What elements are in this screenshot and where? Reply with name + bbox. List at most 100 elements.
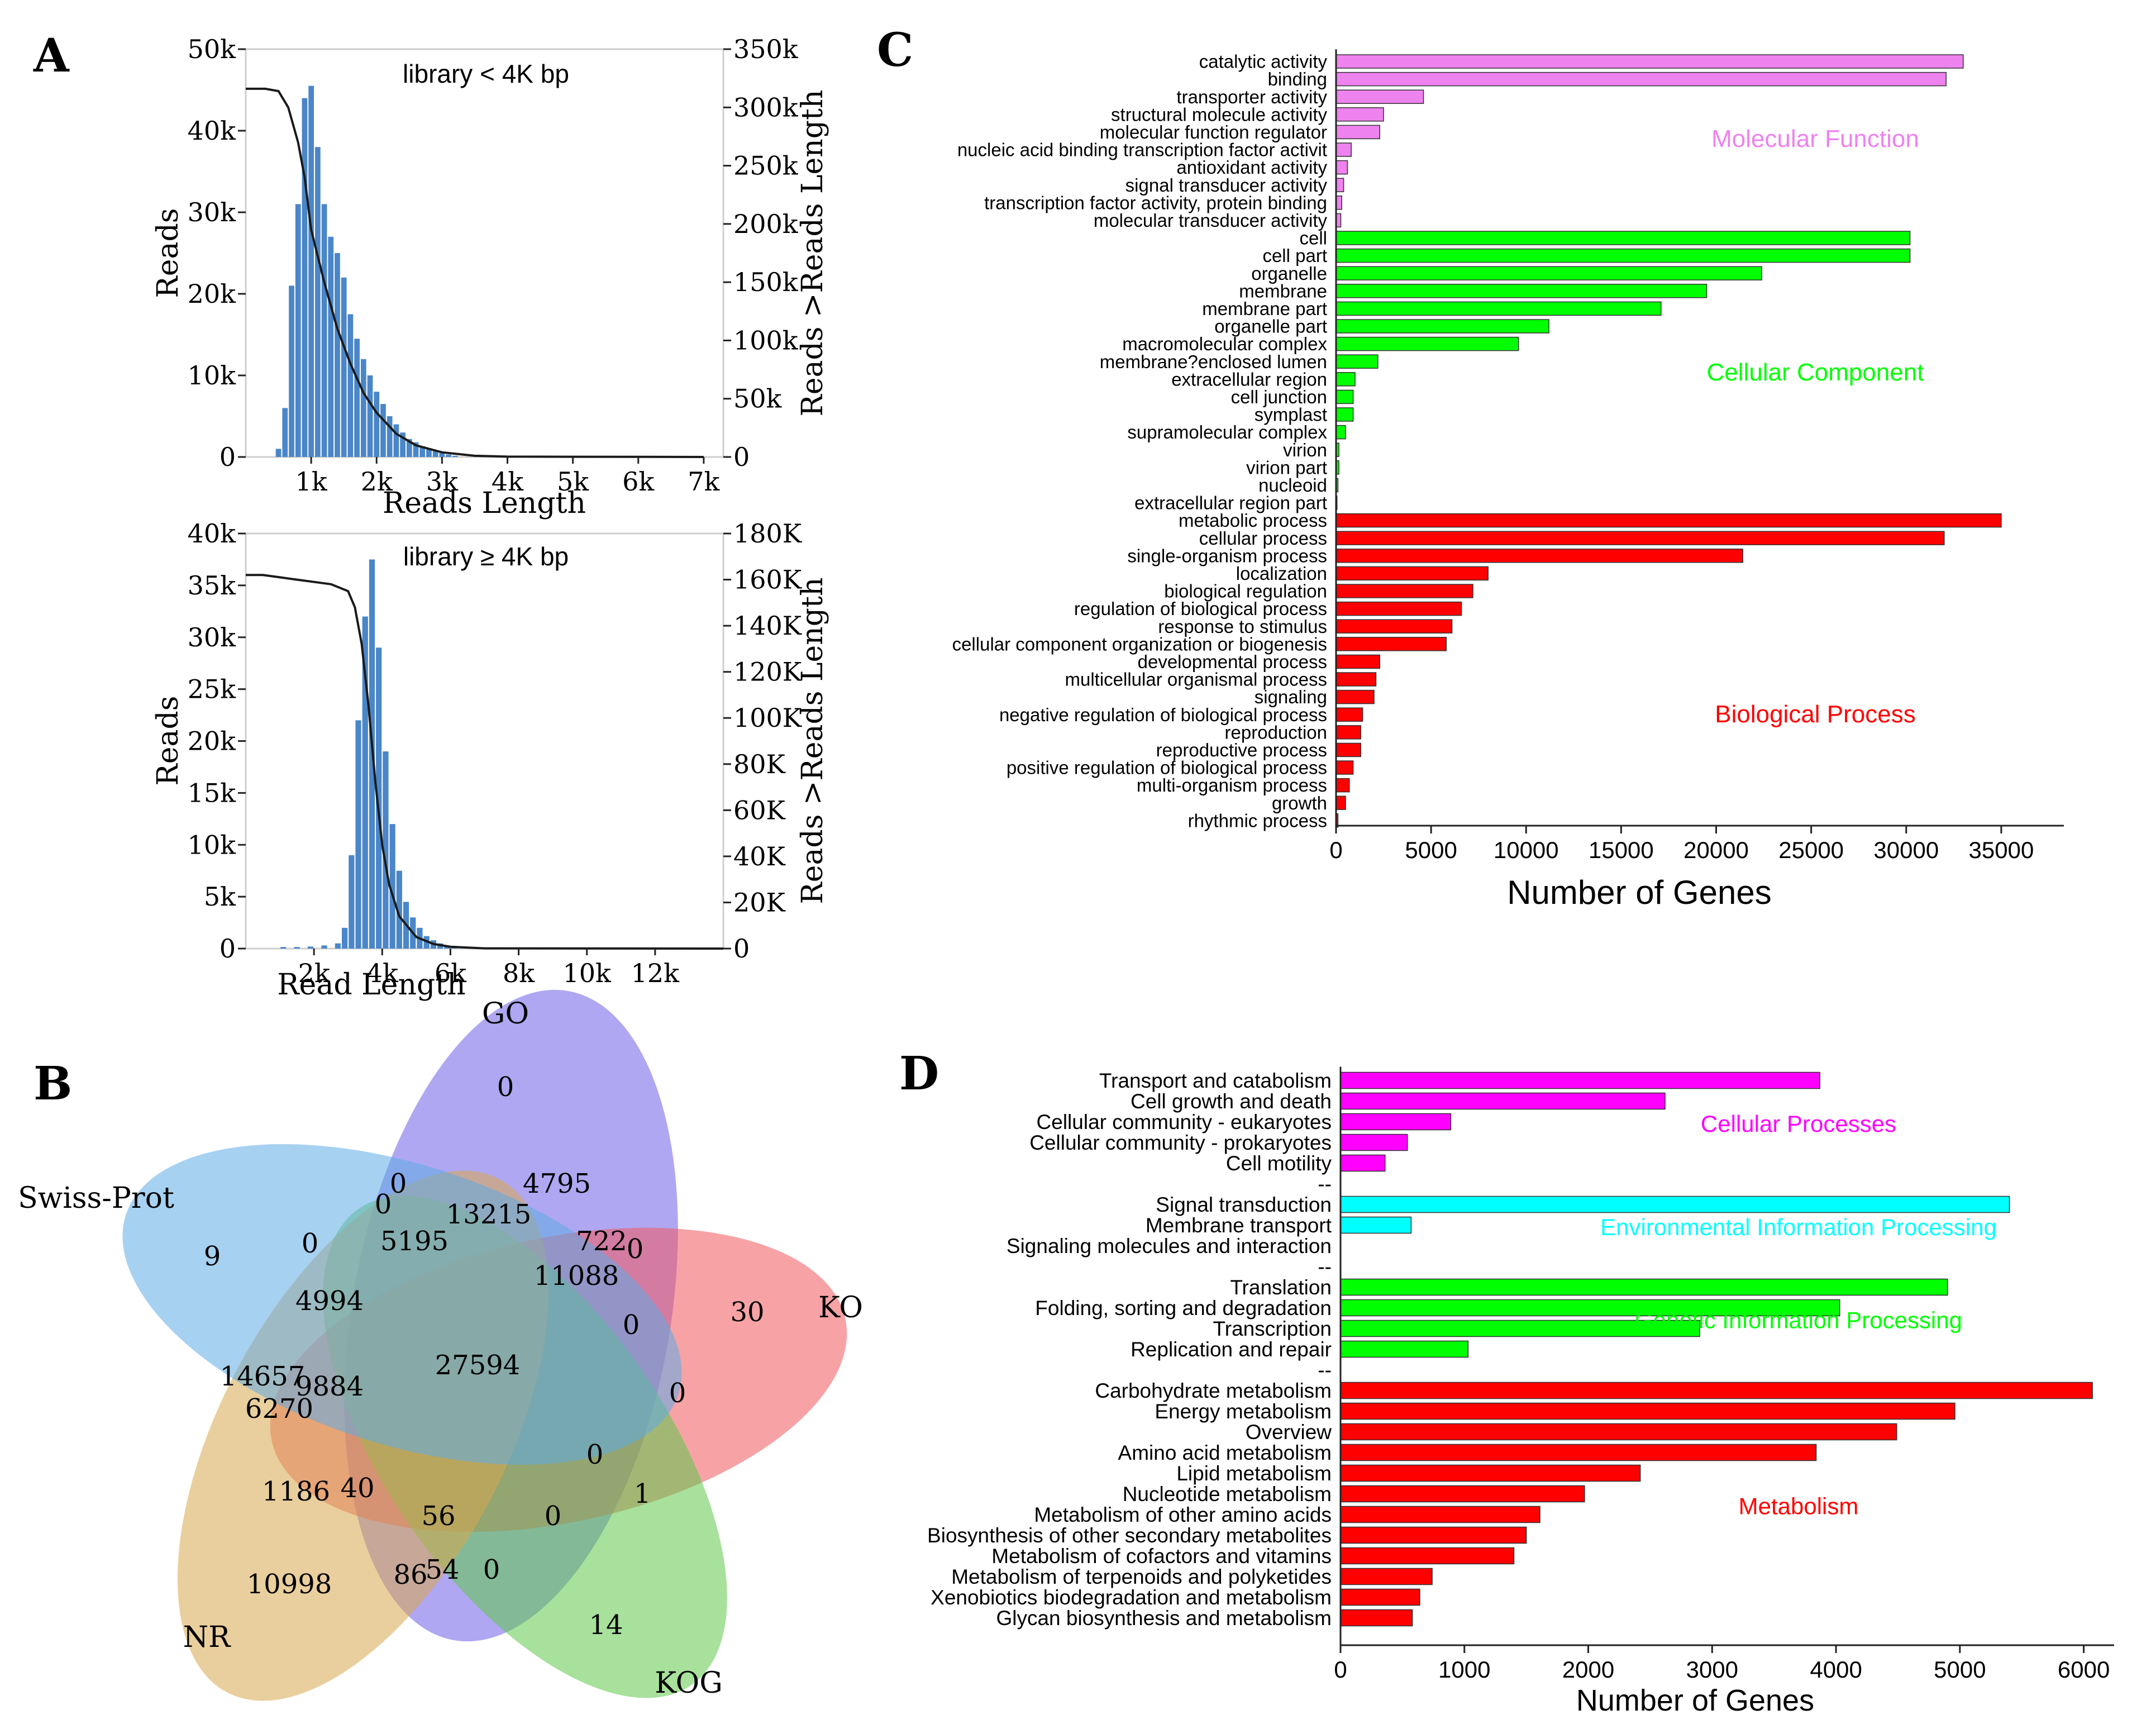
a1-bar [275, 449, 282, 457]
venn-label-kog: KOG [655, 1666, 723, 1700]
a2-ytick-label: 35k [188, 570, 237, 601]
c-bar [1335, 549, 1743, 563]
venn-count: 13215 [446, 1199, 532, 1230]
a1-bar [341, 277, 347, 457]
a2-x-axis-label: Read Length [277, 968, 465, 1002]
c-category-label: transporter activity [1176, 87, 1327, 107]
a1-xtick-label: 2k [361, 466, 393, 497]
c-xtick-label: 10000 [1494, 837, 1559, 863]
d-category-label: Carbohydrate metabolism [1095, 1379, 1332, 1402]
a2-frame [245, 532, 724, 950]
c-bar [1335, 231, 1911, 245]
venn-count: 40 [340, 1473, 374, 1504]
c-bar [1335, 742, 1361, 758]
a2-xtick-label: 2k [298, 958, 331, 988]
c-category-label: reproduction [1225, 722, 1327, 742]
d-category-label: Overview [1246, 1421, 1332, 1444]
c-category-label: cellular component organization or bioge… [952, 634, 1327, 654]
c-bar [1335, 778, 1350, 793]
d-xtick-label: 0 [1334, 1656, 1347, 1683]
d-bar [1340, 1340, 1469, 1358]
c-category-label: multicellular organismal process [1065, 669, 1327, 690]
a1-bar [452, 455, 458, 457]
a1-bar [367, 375, 373, 457]
panel-label-d: D [899, 1047, 939, 1101]
c-group-label: Biological Process [1715, 701, 1916, 728]
a2-bar [294, 947, 300, 949]
venn-count: 10998 [247, 1569, 332, 1600]
d-category-label: Amino acid metabolism [1118, 1441, 1332, 1464]
panel-label-c: C [877, 23, 913, 77]
c-category-label: molecular transducer activity [1094, 210, 1328, 231]
d-bar [1340, 1402, 1955, 1420]
c-category-label: response to stimulus [1158, 616, 1327, 637]
venn-count: 1 [634, 1478, 651, 1509]
a2-ytick-label: 20k [188, 726, 237, 756]
c-bar [1335, 72, 1947, 87]
venn-count: 30 [730, 1297, 764, 1328]
venn-label-nr: NR [183, 1621, 232, 1654]
d-group-label: Metabolism [1739, 1493, 1859, 1520]
c-bar [1335, 531, 1945, 545]
c-bar [1335, 796, 1346, 810]
c-bar [1335, 654, 1381, 669]
a1-bar [413, 442, 419, 457]
a2-ytick-label: 10k [188, 830, 237, 860]
venn-count: 0 [302, 1228, 319, 1259]
a2-xtick-label: 6k [435, 958, 467, 988]
d-bar [1340, 1444, 1817, 1461]
c-category-label: multi-organism process [1137, 775, 1327, 796]
a1-bar [328, 236, 334, 457]
a1-y2tick-label: 350k [733, 34, 799, 64]
a1-bar [380, 404, 386, 457]
d-category-label: Replication and repair [1131, 1338, 1332, 1361]
c-category-label: transcription factor activity, protein b… [984, 192, 1327, 213]
d-category-label: Metabolism of terpenoids and polyketides [951, 1565, 1332, 1588]
d-bar [1340, 1506, 1540, 1523]
d-bar [1340, 1071, 1821, 1089]
c-bar [1335, 160, 1348, 175]
d-group-labels: Cellular Processes Environmental Informat… [1600, 1111, 1997, 1520]
c-bars [1335, 54, 2002, 828]
d-bar [1340, 1423, 1897, 1441]
d-xtick-label: 4000 [1810, 1656, 1862, 1683]
a1-bar [282, 408, 288, 457]
a2-y2tick-label: 140K [733, 611, 803, 641]
a1-bar [400, 432, 406, 457]
c-bar [1335, 407, 1354, 422]
a2-bars [280, 559, 457, 949]
c-bar [1335, 266, 1762, 280]
c-category-label: organelle [1251, 263, 1327, 284]
c-category-label: signaling [1255, 687, 1327, 707]
d-category-label: Transport and catabolism [1099, 1069, 1332, 1092]
d-bar [1340, 1609, 1413, 1627]
venn-count: 5195 [380, 1226, 449, 1257]
venn-count: 0 [669, 1378, 686, 1409]
c-bar [1335, 248, 1911, 263]
d-bar [1340, 1485, 1585, 1503]
c-bar [1335, 354, 1378, 369]
venn-count: 6270 [245, 1393, 313, 1425]
a1-y2tick-label: 200k [733, 209, 799, 239]
d-separator: -- [1318, 1359, 1332, 1382]
c-bar [1335, 389, 1354, 404]
c-category-label: membrane?enclosed lumen [1100, 351, 1327, 372]
a1-y2tick-label: 150k [733, 267, 799, 297]
a1-bar [419, 446, 426, 457]
d-bar [1340, 1547, 1515, 1565]
c-xtick-label: 0 [1329, 837, 1342, 863]
a2-ytick-label: 30k [188, 622, 237, 652]
venn-count: 54 [425, 1554, 459, 1585]
d-bar [1340, 1216, 1412, 1234]
c-bar [1335, 672, 1377, 687]
c-category-label: cell part [1262, 245, 1327, 266]
c-bar [1335, 89, 1424, 104]
c-category-label: macromolecular complex [1122, 334, 1327, 354]
a1-y2tick-label: 300k [733, 92, 799, 122]
c-category-label: organelle part [1214, 316, 1327, 337]
d-bar [1340, 1092, 1666, 1110]
c-bar [1335, 619, 1453, 634]
c-category-label: reproductive process [1156, 740, 1327, 760]
